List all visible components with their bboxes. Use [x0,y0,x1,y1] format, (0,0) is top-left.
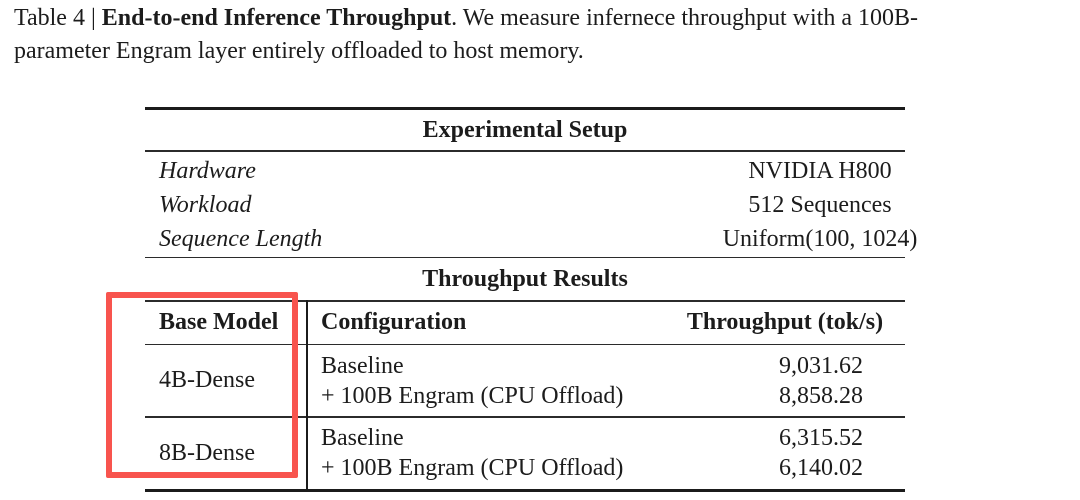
column-header-configuration: Configuration [321,309,467,335]
config-4b-baseline: Baseline [321,352,404,379]
setup-label-sequence-length: Sequence Length [159,226,323,252]
setup-row-sequence-length: Sequence Length Uniform(100, 1024) [145,223,918,257]
throughput-4b-engram: 8,858.28 [779,382,863,409]
config-8b-engram: + 100B Engram (CPU Offload) [321,455,624,481]
table-bottom-rule [145,488,905,492]
column-header-base-model: Base Model [159,309,279,335]
throughput-4b-baseline: 9,031.62 [779,352,863,379]
setup-row-hardware: Hardware NVIDIA H800 [145,155,905,189]
table-row-8b-dense: 8B-Dense Baseline + 100B Engram (CPU Off… [145,418,905,489]
results-header-row: Base Model Configuration Throughput (tok… [145,302,905,344]
setup-bottom-rule [145,256,905,258]
caption-body-line2: parameter Engram layer entirely offloade… [14,37,584,64]
caption-body-line1: . We measure infernece throughput with a… [451,5,918,31]
group-separator-rule [145,416,905,418]
config-8b-baseline: Baseline [321,425,404,451]
setup-value-hardware: NVIDIA H800 [748,158,892,184]
setup-label-hardware: Hardware [159,158,256,184]
results-section-title: Throughput Results [422,265,628,292]
model-name-4b: 4B-Dense [159,367,255,393]
results-title-rule [145,300,905,302]
base-model-column-separator [306,300,308,491]
header-bottom-rule [145,343,905,345]
setup-label-workload: Workload [159,192,252,218]
configs-8b: Baseline + 100B Engram (CPU Offload) [307,423,665,483]
throughput-8b-baseline: 6,315.52 [779,425,863,451]
configs-4b: Baseline + 100B Engram (CPU Offload) [307,351,665,411]
table-top-rule [145,107,905,110]
setup-rows: Hardware NVIDIA H800 Workload 512 Sequen… [145,152,918,257]
config-4b-engram: + 100B Engram (CPU Offload) [321,382,624,409]
setup-value-workload: 512 Sequences [748,192,892,218]
setup-section-title: Experimental Setup [422,116,628,143]
setup-title-rule [145,150,905,152]
setup-value-sequence-length: Uniform(100, 1024) [722,226,918,252]
throughput-4b: 9,031.62 8,858.28 [665,351,905,411]
table-caption: Table 4 | End-to-end Inference Throughpu… [14,2,1069,67]
throughput-table: Experimental Setup Hardware NVIDIA H800 … [145,107,918,492]
caption-label: Table 4 | [14,5,102,31]
setup-row-workload: Workload 512 Sequences [145,189,905,223]
table-row-4b-dense: 4B-Dense Baseline + 100B Engram (CPU Off… [145,345,905,416]
throughput-8b-engram: 6,140.02 [779,455,863,481]
column-header-throughput: Throughput (tok/s) [686,309,884,335]
throughput-8b: 6,315.52 6,140.02 [665,423,905,483]
model-name-8b: 8B-Dense [159,439,255,466]
caption-title: End-to-end Inference Throughput [101,5,452,31]
